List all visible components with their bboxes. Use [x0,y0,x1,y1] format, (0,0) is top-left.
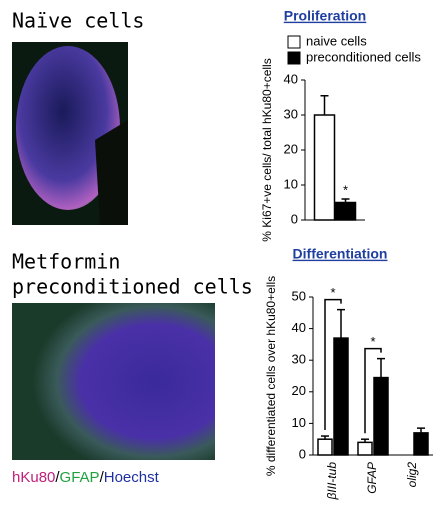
y-tick-label: 40 [292,320,306,335]
significance-bracket [324,298,342,431]
y-tick-label: 0 [291,211,298,226]
stain: GFAP [60,469,100,486]
stain: hKu80 [12,469,55,486]
image-label: preconditioned cells [12,275,253,299]
x-tick-label: βIII-tub [325,462,339,501]
annotation: * [343,182,348,197]
legend-swatch [287,35,301,49]
micrograph [16,46,120,210]
annotation: * [370,334,375,349]
stain-legend: hKu80/GFAP/Hoechst [12,469,160,486]
y-tick-label: 10 [292,415,306,430]
y-axis-label: % differentiated cells over hKu80+ells [264,276,278,476]
micrograph [12,303,215,460]
stain-sep: / [55,469,60,486]
y-tick-label: 20 [284,141,298,156]
legend-label: naive cells [306,33,367,48]
bar [373,376,389,456]
bar [317,438,333,456]
y-tick-label: 30 [284,106,298,121]
x-tick-label: olig2 [405,462,419,488]
y-tick-label: 10 [284,176,298,191]
bar [313,114,336,221]
annotation: * [330,285,335,300]
bar [413,432,429,456]
bar [334,201,357,221]
legend-label: preconditioned cells [306,49,421,64]
y-tick-label: 40 [284,71,298,86]
chart-title: Proliferation [284,8,366,24]
bar [333,337,349,456]
bar [357,441,373,456]
y-axis-label: % Ki67+ve cells/ total hKu80+cells [260,58,274,241]
image-label: Metformin [12,250,120,274]
stain-sep: / [100,469,105,486]
image-label: Naïve cells [12,9,144,33]
y-tick-label: 50 [292,288,306,303]
stain: Hoechst [104,469,160,486]
x-tick-label: GFAP [365,462,379,494]
micrograph-dark [95,120,128,225]
y-tick-label: 20 [292,383,306,398]
y-tick-label: 30 [292,352,306,367]
significance-bracket [364,347,382,434]
y-tick-label: 0 [299,446,306,461]
legend-swatch [287,51,301,65]
chart-title: Differentiation [293,246,388,262]
